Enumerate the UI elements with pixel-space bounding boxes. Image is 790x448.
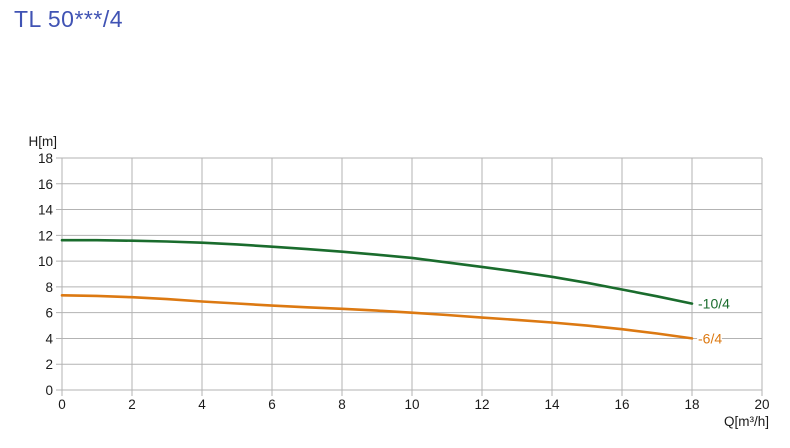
page-title: TL 50***/4 [14, 6, 123, 32]
y-tick-label: 4 [45, 331, 53, 346]
x-tick-label: 8 [338, 397, 346, 412]
x-tick-label: 10 [404, 397, 419, 412]
y-tick-label: 14 [38, 203, 54, 218]
x-tick-label: 0 [58, 397, 66, 412]
series-label: -6/4 [698, 330, 722, 346]
series-label: -10/4 [698, 296, 730, 312]
y-tick-label: 0 [45, 383, 53, 398]
y-tick-label: 6 [45, 306, 53, 321]
series-curve [60, 294, 694, 340]
y-tick-label: 12 [38, 228, 53, 243]
x-tick-label: 4 [198, 397, 206, 412]
x-tick-label: 18 [684, 397, 699, 412]
x-tick-label: 2 [128, 397, 136, 412]
x-axis-label: Q[m³/h] [724, 414, 769, 429]
x-tick-label: 6 [268, 397, 276, 412]
y-tick-label: 16 [38, 177, 53, 192]
y-tick-label: 10 [38, 254, 53, 269]
y-tick-label: 2 [45, 357, 53, 372]
x-tick-label: 16 [614, 397, 629, 412]
y-axis-label: H[m] [29, 134, 58, 149]
x-tick-label: 20 [754, 397, 769, 412]
x-tick-label: 14 [544, 397, 560, 412]
y-tick-label: 8 [45, 280, 53, 295]
series-curve [60, 238, 694, 305]
y-tick-label: 18 [38, 151, 53, 166]
x-tick-label: 12 [474, 397, 489, 412]
